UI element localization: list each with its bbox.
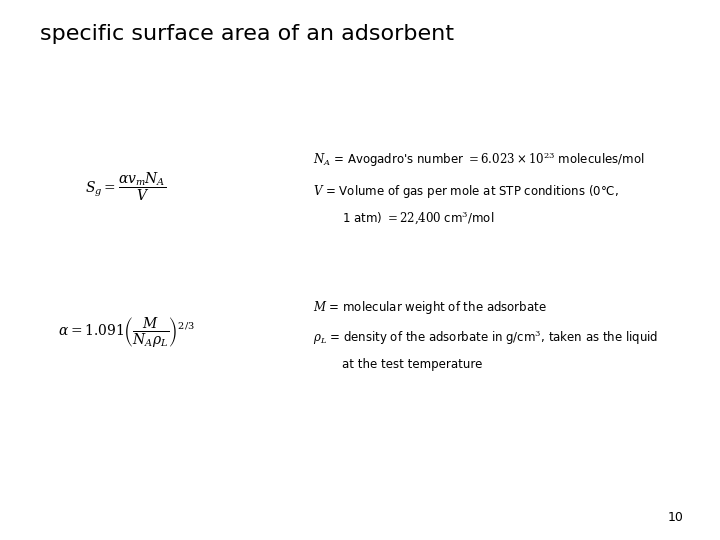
Text: $\rho_L$ = density of the adsorbate in g/cm$^3$, taken as the liquid: $\rho_L$ = density of the adsorbate in g… [313,328,658,347]
Text: specific surface area of an adsorbent: specific surface area of an adsorbent [40,24,454,44]
Text: $\alpha = 1.091 \left( \dfrac{M}{N_A \rho_L} \right)^{2/3}$: $\alpha = 1.091 \left( \dfrac{M}{N_A \rh… [58,315,194,349]
Text: $M$ = molecular weight of the adsorbate: $M$ = molecular weight of the adsorbate [313,299,547,316]
Text: $N_A$ = Avogadro's number $= 6.023 \times 10^{23}$ molecules/mol: $N_A$ = Avogadro's number $= 6.023 \time… [313,150,644,168]
Text: $S_g = \dfrac{\alpha v_m N_A}{V}$: $S_g = \dfrac{\alpha v_m N_A}{V}$ [85,170,167,202]
Text: 1 atm) $= 22{,}400$ cm$^3$/mol: 1 atm) $= 22{,}400$ cm$^3$/mol [342,210,495,227]
Text: $V$ = Volume of gas per mole at STP conditions (0°C,: $V$ = Volume of gas per mole at STP cond… [313,183,619,200]
Text: 10: 10 [668,511,684,524]
Text: at the test temperature: at the test temperature [342,358,482,371]
